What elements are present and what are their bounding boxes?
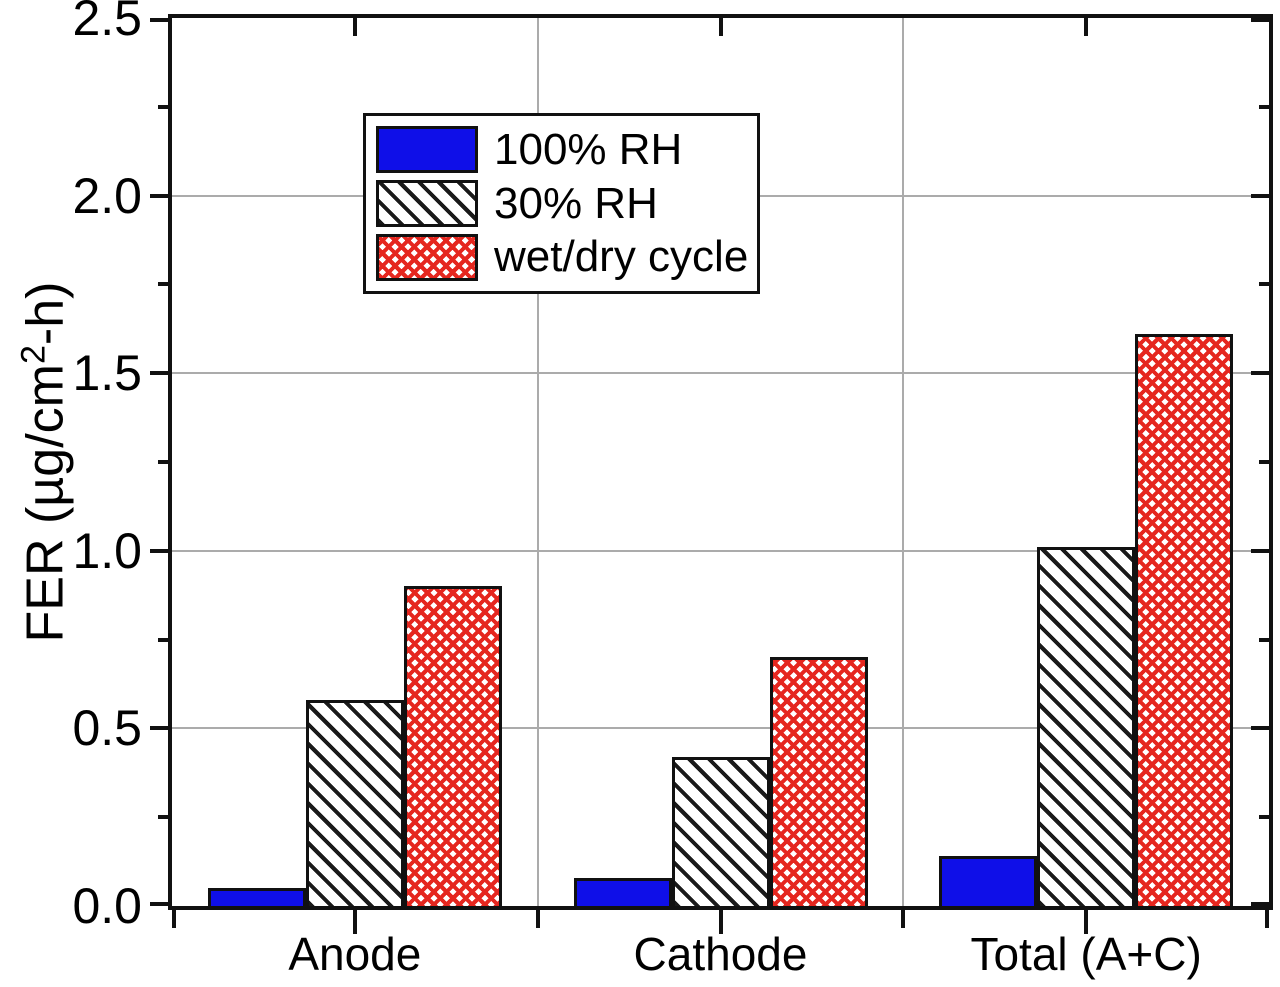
gridline-horizontal	[172, 727, 1269, 730]
x-tick-top	[718, 18, 723, 36]
y-tick-major-right	[1251, 18, 1269, 22]
y-tick-minor-right	[1259, 637, 1269, 642]
bar-total-a-c--30-rh	[1037, 547, 1135, 906]
y-tick-label: 1.5	[72, 345, 142, 402]
bar-anode-30-rh	[306, 700, 404, 906]
y-tick-label: 1.0	[72, 522, 142, 579]
legend-swatch-crosshatch	[376, 233, 478, 281]
legend-item-100-rh: 100% RH	[376, 124, 747, 174]
y-tick-minor-left	[158, 815, 168, 820]
x-category-label: Total (A+C)	[970, 928, 1202, 980]
gridline-horizontal	[172, 372, 1269, 375]
x-tick-bottom	[1084, 910, 1089, 934]
legend-swatch-solid-blue	[376, 126, 478, 174]
legend-item-wet-dry-cycle: wet/dry cycle	[376, 232, 749, 282]
y-tick-label: 2.0	[72, 167, 142, 224]
y-tick-minor-left	[158, 637, 168, 642]
x-tick-top	[352, 18, 357, 36]
y-axis-title-superscript: 2	[14, 345, 53, 365]
legend-swatch-diagonal-hatch	[376, 180, 478, 227]
plot-area: 100% RH 30% RH wet/dry cycle	[150, 14, 1273, 934]
y-axis-title: FER (µg/cm2-h)	[14, 282, 75, 643]
legend-label: wet/dry cycle	[494, 232, 749, 282]
x-tick-boundary	[1265, 910, 1269, 928]
x-tick-bottom	[718, 910, 723, 934]
y-tick-minor-left	[158, 104, 168, 109]
y-tick-major-left	[150, 726, 168, 731]
x-tick-bottom	[352, 910, 357, 934]
bar-cathode-30-rh	[672, 757, 770, 906]
y-tick-major-left	[150, 18, 168, 22]
y-tick-label: 0.0	[72, 878, 142, 934]
y-tick-major-left	[150, 548, 168, 553]
bar-cathode-wet-dry-cycle	[770, 657, 868, 906]
y-axis-title-suffix: -h)	[16, 281, 75, 346]
y-tick-minor-right	[1259, 815, 1269, 820]
y-tick-minor-right	[1259, 104, 1269, 109]
x-tick-boundary	[172, 910, 176, 928]
y-tick-major-left	[150, 193, 168, 198]
bar-cathode-100-rh	[574, 878, 672, 906]
legend-item-30-rh: 30% RH	[376, 178, 747, 228]
y-tick-major-left	[150, 371, 168, 376]
y-tick-major-right	[1251, 548, 1269, 553]
legend-label: 30% RH	[494, 178, 658, 228]
y-tick-label: 2.5	[72, 0, 142, 46]
x-category-label: Anode	[288, 928, 422, 980]
x-tick-boundary	[535, 910, 540, 928]
y-tick-major-right	[1251, 371, 1269, 376]
bar-total-a-c--100-rh	[939, 856, 1037, 906]
y-tick-major-right	[1251, 193, 1269, 198]
y-tick-major-right	[1251, 726, 1269, 731]
gridline-vertical	[536, 18, 539, 906]
y-tick-minor-left	[158, 460, 168, 464]
y-axis-title-prefix: FER (µg/cm	[16, 364, 75, 643]
bar-anode-wet-dry-cycle	[404, 586, 502, 906]
y-tick-label: 0.5	[72, 700, 142, 757]
legend: 100% RH 30% RH wet/dry cycle	[363, 113, 760, 294]
x-tick-top	[1084, 18, 1089, 36]
gridline-horizontal	[172, 549, 1269, 552]
gridline-vertical	[902, 18, 905, 906]
bar-total-a-c--wet-dry-cycle	[1135, 334, 1233, 906]
x-tick-boundary	[901, 910, 906, 928]
y-tick-minor-left	[158, 282, 168, 287]
legend-label: 100% RH	[494, 124, 683, 174]
y-tick-major-right	[1251, 902, 1269, 906]
y-tick-minor-right	[1259, 460, 1269, 464]
bar-anode-100-rh	[208, 888, 306, 906]
x-category-label: Cathode	[633, 928, 808, 980]
y-tick-minor-right	[1259, 282, 1269, 287]
y-tick-major-left	[150, 902, 168, 906]
